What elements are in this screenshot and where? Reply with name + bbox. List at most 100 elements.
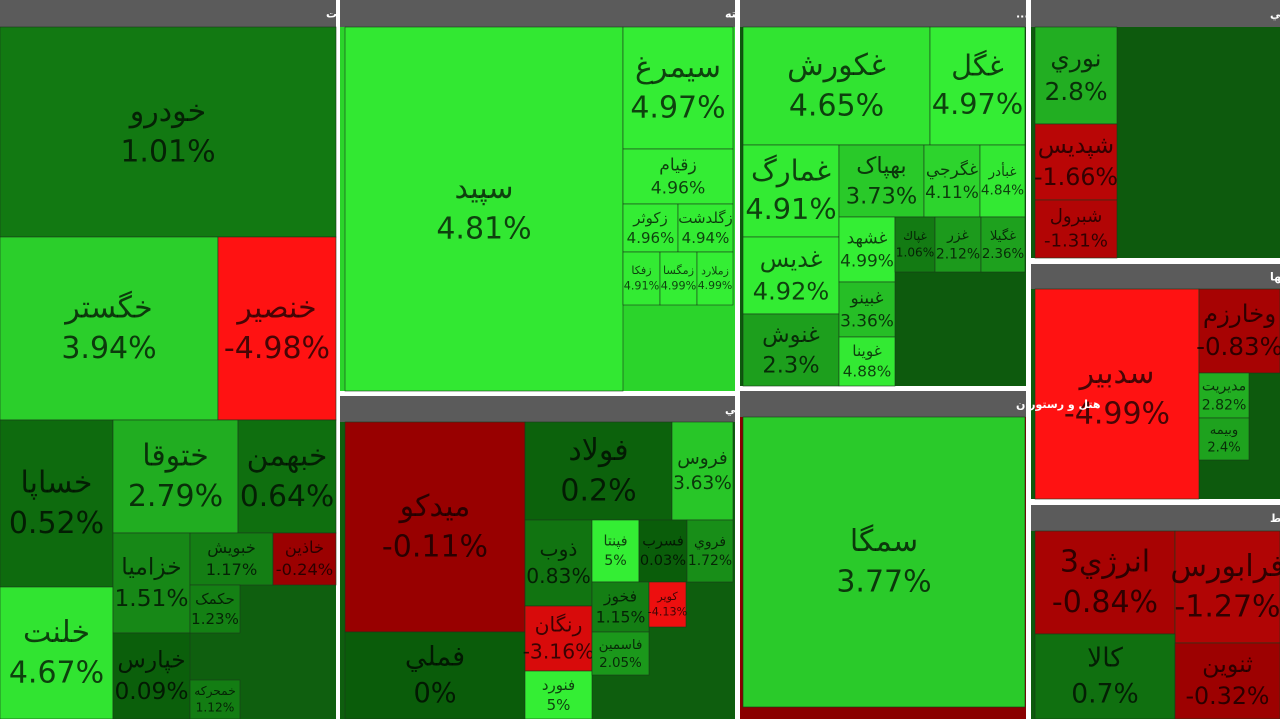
tile-change: -0.11% — [382, 530, 488, 565]
tile-symbol: خودرو — [128, 94, 206, 129]
tile-symbol: خساپا — [21, 466, 93, 501]
tile-change: -0.83% — [1196, 332, 1280, 361]
tile-symbol: خبويش — [207, 538, 256, 558]
tile-symbol: زفكا — [631, 264, 651, 277]
tile-symbol: غمارگ — [751, 153, 831, 187]
tile-symbol: ذوب — [540, 537, 578, 561]
tile-change: 0.09% — [114, 677, 188, 705]
tile — [894, 216, 936, 273]
panel-title: فعاليتهاي كمكي به نهادهاي مالي واسط — [1270, 512, 1280, 525]
tile-symbol: وبيمه — [1210, 423, 1239, 438]
tile-change: 1.72% — [688, 553, 732, 569]
tile — [591, 631, 650, 676]
tile-symbol: خمحركه — [194, 684, 235, 699]
tile — [923, 144, 981, 218]
tile — [189, 679, 241, 719]
tile-symbol: فولاد — [568, 433, 628, 468]
tile-change: 4.97% — [630, 91, 725, 126]
tile — [591, 519, 640, 583]
tile — [524, 421, 673, 521]
tile-symbol: غديس — [760, 245, 823, 273]
tile — [622, 203, 679, 253]
tile — [742, 236, 840, 315]
tile-symbol: سمگا — [850, 524, 918, 559]
tile — [979, 144, 1026, 218]
tile-symbol: كالا — [1087, 643, 1123, 674]
tile-change: -4.99% — [1064, 397, 1170, 432]
tile — [112, 632, 191, 719]
panel-title: هتل و رستوران — [1016, 398, 1100, 411]
tile-change: 4.99% — [698, 279, 733, 292]
tile — [1034, 288, 1200, 500]
panel-header — [340, 0, 735, 27]
tile — [591, 581, 650, 633]
tile-symbol: زكوثر — [632, 209, 668, 227]
tile-symbol: بهپاک — [856, 153, 906, 179]
panel-header — [340, 396, 735, 422]
tile-change: 4.11% — [925, 182, 979, 202]
tile-change: 1.23% — [191, 610, 239, 628]
tile-change: 3.63% — [673, 473, 732, 494]
tile-change: 0.52% — [9, 506, 104, 541]
tile-change: -3.16% — [523, 640, 595, 664]
tile-change: 0.03% — [640, 553, 686, 569]
tile-symbol: زمگسا — [663, 263, 694, 277]
tile — [1198, 288, 1280, 374]
tile-symbol: خپارس — [117, 645, 185, 673]
tile — [0, 26, 337, 238]
tile-change: -1.27% — [1174, 590, 1280, 625]
tile-symbol: سپيد — [455, 171, 514, 206]
tile-change: -4.13% — [648, 605, 688, 618]
panel-title: سرمايه گذاريها — [1270, 271, 1280, 284]
tile — [742, 144, 840, 238]
tile-symbol: كوير — [656, 590, 678, 603]
tile-symbol: غوينا — [852, 342, 881, 360]
tile-change: 4.97% — [932, 87, 1023, 121]
tile-change: -0.32% — [1185, 682, 1269, 710]
tile — [112, 532, 191, 634]
tile-change: 1.01% — [120, 135, 215, 170]
tile-change: -0.24% — [276, 560, 334, 579]
tile-change: 2.3% — [762, 352, 819, 378]
tile-change: 1.17% — [206, 560, 258, 579]
tile — [742, 313, 840, 387]
panel-header — [1031, 0, 1280, 27]
tile-symbol: انرژي3 — [1060, 545, 1150, 580]
tile — [1034, 633, 1176, 719]
tile-symbol: فپنتا — [603, 534, 627, 550]
tile-change: 1.15% — [596, 608, 646, 626]
tile-change: 1.06% — [896, 245, 934, 259]
tile — [622, 26, 734, 150]
tile — [524, 519, 593, 607]
tile-change: -4.98% — [224, 331, 330, 366]
tile-change: 3.36% — [840, 310, 894, 330]
tile-symbol: شبرول — [1050, 206, 1103, 227]
tile-change: 4.94% — [682, 229, 730, 247]
tile-symbol: خگستر — [63, 291, 152, 326]
tile-change: 5% — [604, 553, 627, 569]
tile-symbol: غكورش — [787, 48, 886, 83]
panel-header — [740, 391, 1026, 417]
tile-change: 4.92% — [753, 277, 829, 305]
tile-symbol: ختوقا — [142, 439, 209, 474]
tile — [686, 519, 734, 583]
tile — [1034, 530, 1176, 635]
tile-change: 1.12% — [196, 701, 235, 715]
tile-change: 2.4% — [1207, 441, 1240, 456]
tile-symbol: غشهد — [847, 227, 888, 248]
tile-symbol: ميدكو — [398, 489, 471, 524]
tile — [1174, 642, 1280, 719]
tile — [659, 251, 698, 306]
tile — [237, 419, 337, 534]
tile-change: 0.64% — [240, 479, 334, 514]
tile-change: 3.94% — [61, 331, 156, 366]
tile-symbol: زقيام — [659, 155, 697, 175]
tile-symbol: فاسمين — [599, 638, 643, 653]
panel-header — [740, 0, 1026, 27]
tile-change: 2.8% — [1044, 77, 1107, 106]
tile-symbol: شپديس — [1038, 131, 1114, 159]
tile — [112, 419, 239, 534]
tile-symbol: غنوش — [762, 322, 820, 348]
tile — [742, 416, 1026, 708]
tile-symbol: زگلدشت — [678, 209, 733, 227]
